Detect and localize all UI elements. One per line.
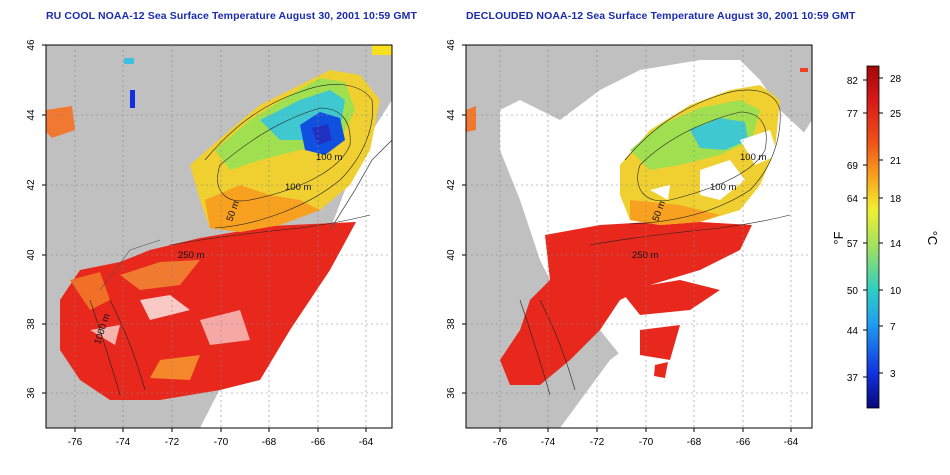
lon-tick-label: -68 bbox=[262, 437, 277, 448]
lat-tick-label: 44 bbox=[26, 109, 37, 121]
lat-tick-label: 46 bbox=[26, 39, 37, 51]
left-map-frame bbox=[45, 44, 393, 429]
lon-tick-label: -76 bbox=[493, 437, 508, 448]
celsius-tick: 10 bbox=[890, 286, 902, 297]
lat-tick-label: 38 bbox=[26, 318, 37, 330]
warm-water bbox=[500, 222, 752, 385]
lat-tick-label: 38 bbox=[446, 318, 457, 330]
temperature-colorbar: 82 77 69 64 57 50 44 37 28 25 21 18 14 1… bbox=[831, 65, 940, 409]
celsius-tick: 7 bbox=[890, 322, 896, 333]
fahrenheit-unit-label: °F bbox=[831, 231, 846, 244]
lon-tick-label: -72 bbox=[165, 437, 180, 448]
lat-tick-label: 44 bbox=[446, 109, 457, 121]
contour-label-100m-a: 100 m bbox=[316, 152, 342, 163]
lat-tick-label: 40 bbox=[446, 249, 457, 261]
contour-label-100m-b: 100 m bbox=[710, 182, 736, 193]
fahrenheit-tick: 57 bbox=[847, 239, 859, 250]
contour-label-100m-b: 100 m bbox=[285, 182, 311, 193]
right-map-title: DECLOUDED NOAA-12 Sea Surface Temperatur… bbox=[466, 10, 856, 22]
fahrenheit-tick: 44 bbox=[847, 326, 859, 337]
lon-tick-label: -74 bbox=[116, 437, 131, 448]
lat-tick-label: 42 bbox=[446, 179, 457, 191]
celsius-tick: 28 bbox=[890, 74, 902, 85]
lon-tick-label: -64 bbox=[359, 437, 374, 448]
lon-tick-label: -76 bbox=[68, 437, 83, 448]
right-map-frame bbox=[465, 44, 813, 429]
lon-tick-label: -70 bbox=[639, 437, 654, 448]
celsius-unit-label: °C bbox=[925, 231, 940, 246]
fahrenheit-tick: 37 bbox=[847, 373, 859, 384]
lat-tick-label: 42 bbox=[26, 179, 37, 191]
lon-tick-label: -68 bbox=[687, 437, 702, 448]
fahrenheit-tick: 77 bbox=[847, 109, 859, 120]
lon-tick-label: -64 bbox=[784, 437, 799, 448]
right-sst-map: 100 m 100 m 50 m 250 m -76 -74 -72 -70 -… bbox=[446, 39, 813, 448]
celsius-tick: 21 bbox=[890, 156, 902, 167]
contour-label-100m-a: 100 m bbox=[740, 152, 766, 163]
lat-tick-label: 36 bbox=[26, 387, 37, 399]
fahrenheit-tick: 64 bbox=[847, 194, 859, 205]
left-map-title: RU COOL NOAA-12 Sea Surface Temperature … bbox=[46, 10, 418, 22]
fahrenheit-tick: 82 bbox=[847, 76, 859, 87]
left-sst-map: 100 m 100 m 50 m 250 m 1000 m -76 -74 -7… bbox=[26, 39, 393, 448]
lon-tick-label: -72 bbox=[590, 437, 605, 448]
fahrenheit-tick: 69 bbox=[847, 161, 859, 172]
celsius-tick: 25 bbox=[890, 109, 902, 120]
contour-label-250m: 250 m bbox=[632, 250, 658, 261]
lon-tick-label: -74 bbox=[541, 437, 556, 448]
lat-tick-label: 40 bbox=[26, 249, 37, 261]
lat-tick-label: 36 bbox=[446, 387, 457, 399]
contour-label-250m: 250 m bbox=[178, 250, 204, 261]
celsius-tick: 14 bbox=[890, 239, 902, 250]
lon-tick-label: -66 bbox=[736, 437, 751, 448]
lat-tick-label: 46 bbox=[446, 39, 457, 51]
lon-tick-label: -70 bbox=[214, 437, 229, 448]
celsius-tick: 18 bbox=[890, 194, 902, 205]
celsius-tick: 3 bbox=[890, 369, 896, 380]
cloud-area bbox=[200, 45, 392, 428]
colorbar-gradient bbox=[866, 65, 880, 409]
lon-tick-label: -66 bbox=[311, 437, 326, 448]
fahrenheit-tick: 50 bbox=[847, 286, 859, 297]
